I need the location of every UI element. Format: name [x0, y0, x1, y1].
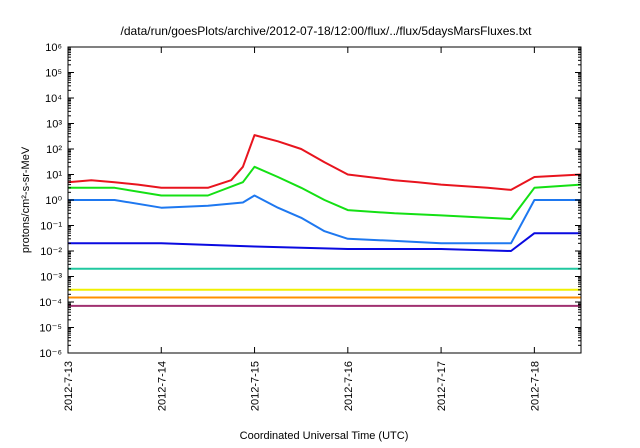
chart-title: /data/run/goesPlots/archive/2012-07-18/1… [121, 24, 533, 38]
x-tick-label: 2012-7-18 [529, 361, 541, 411]
y-axis-label-text: protons/cm²-s-sr-MeV [20, 146, 32, 253]
y-tick-label: 10⁻² [40, 246, 62, 258]
x-tick-label: 2012-7-16 [343, 361, 355, 411]
series-line-3 [68, 194, 581, 245]
x-tick-label: 2012-7-17 [436, 361, 448, 411]
y-tick-label: 10⁵ [45, 68, 62, 80]
plot-lines [67, 134, 582, 307]
x-axis: 2012-7-13 2012-7-14 2012-7-15 2012-7-16 2012… [63, 47, 541, 411]
x-tick-label: 2012-7-15 [250, 361, 262, 411]
y-axis: 10⁻⁶ 10⁻⁵ 10⁻⁴ 10⁻³ 10⁻² 10⁻¹ 10⁰ 10¹ 10² 10³ 10⁴ 1… [39, 42, 581, 360]
x-tick-label: 2012-7-13 [63, 361, 75, 411]
series-line-2 [68, 165, 582, 220]
y-tick-label: 10⁻⁶ [39, 348, 62, 360]
y-tick-label: 10⁰ [45, 195, 62, 207]
y-tick-label: 10⁶ [45, 42, 62, 54]
y-tick-label: 10⁻⁵ [39, 323, 62, 335]
y-axis-label: protons/cm²-s-sr-MeV [20, 146, 32, 253]
y-tick-label: 10³ [46, 119, 62, 131]
x-tick-label: 2012-7-14 [156, 361, 168, 411]
y-tick-label: 10⁻³ [40, 272, 62, 284]
y-tick-label: 10⁴ [45, 93, 62, 105]
y-tick-label: 10² [46, 144, 62, 156]
y-tick-label: 10⁻¹ [40, 221, 62, 233]
y-tick-label: 10⁻⁴ [39, 297, 62, 309]
series-line-4 [68, 232, 581, 252]
series-line-1 [67, 134, 582, 191]
x-axis-label: Coordinated Universal Time (UTC) [240, 430, 409, 442]
y-tick-label: 10¹ [46, 170, 62, 182]
